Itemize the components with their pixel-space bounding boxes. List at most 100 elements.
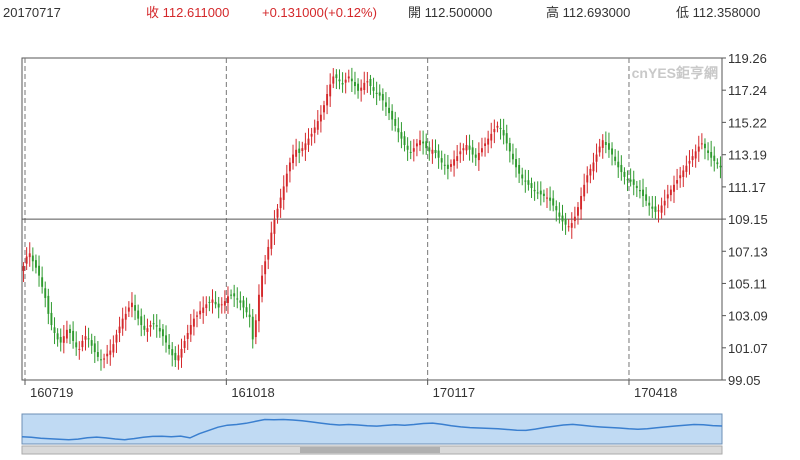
candle: [611, 142, 614, 166]
candle: [112, 335, 115, 358]
candle-body: [143, 325, 146, 330]
quote-low: 低 112.358000: [676, 0, 760, 26]
candle: [465, 135, 468, 155]
candle-body: [53, 327, 56, 333]
candle: [583, 173, 586, 202]
candle-body: [338, 79, 341, 82]
candle: [477, 142, 480, 171]
candle-body: [676, 180, 679, 184]
candle: [115, 329, 118, 353]
candle-body: [81, 340, 84, 348]
candle-body: [707, 150, 710, 153]
candle: [536, 181, 539, 200]
candle-body: [332, 76, 335, 84]
y-tick-label: 117.24: [728, 83, 767, 98]
candle: [143, 314, 146, 336]
candle: [124, 306, 127, 331]
y-tick-label: 107.13: [728, 244, 768, 259]
candle: [341, 72, 344, 93]
scrollbar-grip[interactable]: [300, 447, 440, 453]
candle-body: [521, 174, 524, 179]
candle-body: [75, 342, 78, 348]
candle: [251, 308, 254, 349]
candle-body: [189, 325, 192, 335]
candle: [62, 325, 65, 354]
candle: [41, 266, 44, 294]
candle: [279, 188, 282, 218]
candle: [688, 150, 691, 175]
candle: [431, 139, 434, 164]
candle: [363, 71, 366, 95]
candle: [648, 196, 651, 216]
candle: [474, 148, 477, 166]
candle: [202, 296, 205, 324]
candle-body: [502, 129, 505, 136]
candle: [384, 92, 387, 116]
candle: [50, 302, 53, 331]
candle: [357, 78, 360, 99]
candle-body: [437, 150, 440, 158]
candle: [403, 131, 406, 152]
candle: [227, 286, 229, 314]
candle-body: [354, 81, 356, 87]
candle: [118, 316, 121, 343]
candle-body: [372, 87, 375, 91]
candle: [273, 210, 276, 245]
candle-body: [270, 232, 273, 249]
candle-body: [298, 148, 301, 153]
candle-body: [248, 314, 251, 318]
candle: [468, 134, 471, 161]
candle: [347, 69, 350, 83]
candle: [719, 156, 722, 179]
candle-body: [375, 92, 378, 95]
candle: [344, 72, 347, 94]
candle: [316, 110, 319, 135]
candle: [487, 130, 490, 154]
candle: [242, 295, 245, 319]
candle-body: [480, 148, 483, 153]
navigator-selection[interactable]: [21, 413, 723, 445]
candle: [533, 181, 536, 201]
candle: [313, 119, 316, 144]
candle-body: [691, 156, 694, 161]
candle-body: [552, 198, 555, 206]
candle: [137, 304, 140, 326]
candle-body: [620, 164, 623, 173]
candle-body: [623, 171, 626, 177]
candle: [716, 158, 719, 169]
candle-body: [598, 146, 601, 153]
candle: [592, 152, 595, 180]
candle: [65, 320, 68, 344]
candle: [428, 141, 431, 161]
candle-body: [431, 149, 434, 154]
candle: [564, 212, 567, 235]
candle: [443, 153, 446, 175]
candle: [56, 328, 59, 347]
candle: [149, 320, 152, 337]
candle-body: [577, 207, 579, 216]
candle-body: [329, 84, 332, 97]
candle: [415, 138, 418, 157]
candle-body: [468, 145, 471, 150]
candle: [450, 159, 452, 172]
y-tick-label: 111.17: [728, 180, 766, 195]
candles: [22, 67, 722, 371]
candle: [669, 185, 672, 202]
range-navigator[interactable]: [21, 413, 723, 455]
quote-date: 20170717: [3, 5, 61, 20]
candle-body: [357, 83, 360, 91]
candle-body: [217, 303, 220, 308]
candle: [409, 140, 412, 160]
candle: [366, 71, 369, 93]
candle-body: [567, 226, 570, 228]
candle-body: [669, 189, 672, 196]
candle: [400, 122, 403, 149]
candle: [558, 202, 561, 224]
candle: [453, 150, 456, 177]
candle: [499, 118, 502, 140]
candle-body: [611, 148, 614, 155]
candle-body: [412, 148, 415, 152]
candle-body: [580, 195, 583, 210]
candle-body: [233, 293, 236, 297]
